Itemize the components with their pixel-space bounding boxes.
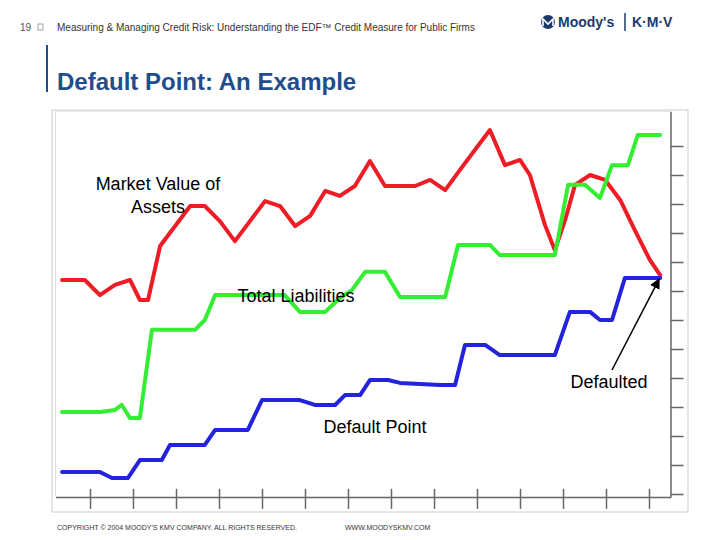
x-tick-mark xyxy=(219,489,221,509)
x-tick-mark xyxy=(606,489,608,509)
annotation-arrow xyxy=(612,279,659,370)
x-tick-mark xyxy=(434,489,436,509)
x-tick-mark xyxy=(90,489,92,509)
logo-divider xyxy=(624,13,626,31)
x-tick-mark xyxy=(477,489,479,509)
slide: 19 Measuring & Managing Credit Risk: Unde… xyxy=(0,0,720,540)
x-tick xyxy=(219,489,220,509)
y-tick-mark xyxy=(671,407,684,409)
series-label: Market Value ofAssets xyxy=(96,174,222,217)
x-tick-mark xyxy=(348,489,350,509)
x-tick xyxy=(563,489,564,509)
y-tick-mark xyxy=(671,175,684,177)
y-tick-mark xyxy=(671,494,684,496)
footer-text: WWW.MOODYSKMV.COM xyxy=(345,524,430,531)
x-tick xyxy=(133,489,134,509)
chart-title: Default Point: An Example xyxy=(57,68,356,95)
annotation: Defaulted xyxy=(570,372,647,392)
x-tick-mark xyxy=(649,489,651,509)
title-bar xyxy=(46,45,48,92)
logo-emblem-m xyxy=(543,19,553,26)
y-tick-mark xyxy=(671,291,684,293)
x-tick xyxy=(520,489,521,509)
x-tick-mark xyxy=(520,489,522,509)
x-tick-mark xyxy=(305,489,307,509)
y-tick xyxy=(671,378,684,379)
x-axis-line xyxy=(56,497,671,499)
y-tick xyxy=(671,320,684,321)
plot-area xyxy=(62,130,660,478)
x-tick xyxy=(305,489,306,509)
series-label: Total Liabilities xyxy=(237,286,354,306)
series-line xyxy=(62,135,660,418)
y-tick xyxy=(671,146,684,147)
x-tick-mark xyxy=(133,489,135,509)
chart-frame xyxy=(52,110,688,512)
y-tick-mark xyxy=(671,465,684,467)
x-tick xyxy=(434,489,435,509)
x-tick xyxy=(391,489,392,509)
x-tick xyxy=(176,489,177,509)
y-axis-line xyxy=(670,112,672,498)
y-tick xyxy=(671,291,684,292)
x-tick xyxy=(90,489,91,509)
logo-emblem xyxy=(541,15,555,29)
slide-number: 19 xyxy=(20,22,32,33)
y-tick-mark xyxy=(671,262,684,264)
logo: Moody's K·M·V xyxy=(541,13,673,31)
footer-text: COPYRIGHT © 2004 MOODY'S KMV COMPANY. AL… xyxy=(57,524,297,531)
x-tick-mark xyxy=(391,489,393,509)
y-tick-mark xyxy=(671,146,684,148)
y-tick-mark xyxy=(671,204,684,206)
logo-text: Moody's xyxy=(558,14,614,30)
header-text: Measuring & Managing Credit Risk: Unders… xyxy=(57,22,475,33)
y-tick-mark xyxy=(671,349,684,351)
y-tick xyxy=(671,204,684,205)
y-tick-mark xyxy=(671,436,684,438)
y-tick xyxy=(671,436,684,437)
x-tick-mark xyxy=(176,489,178,509)
x-axis xyxy=(56,489,671,509)
plot-frame-left xyxy=(55,111,56,497)
plot-frame-top xyxy=(56,111,671,112)
y-tick-mark xyxy=(671,320,684,322)
series-line xyxy=(62,278,660,478)
y-tick-mark xyxy=(671,233,684,235)
x-tick xyxy=(649,489,650,509)
y-tick xyxy=(671,407,684,408)
header-bullet xyxy=(38,24,43,30)
logo-text: K·M·V xyxy=(632,14,673,30)
x-tick xyxy=(477,489,478,509)
x-tick-mark xyxy=(563,489,565,509)
y-tick xyxy=(671,262,684,263)
series-label: Default Point xyxy=(323,417,426,437)
y-tick xyxy=(671,175,684,176)
y-tick xyxy=(671,494,684,495)
x-tick xyxy=(606,489,607,509)
x-tick xyxy=(262,489,263,509)
y-tick xyxy=(671,349,684,350)
x-tick-mark xyxy=(262,489,264,509)
y-tick xyxy=(671,233,684,234)
x-tick xyxy=(348,489,349,509)
y-tick xyxy=(671,465,684,466)
y-axis xyxy=(671,112,684,498)
y-tick-mark xyxy=(671,378,684,380)
